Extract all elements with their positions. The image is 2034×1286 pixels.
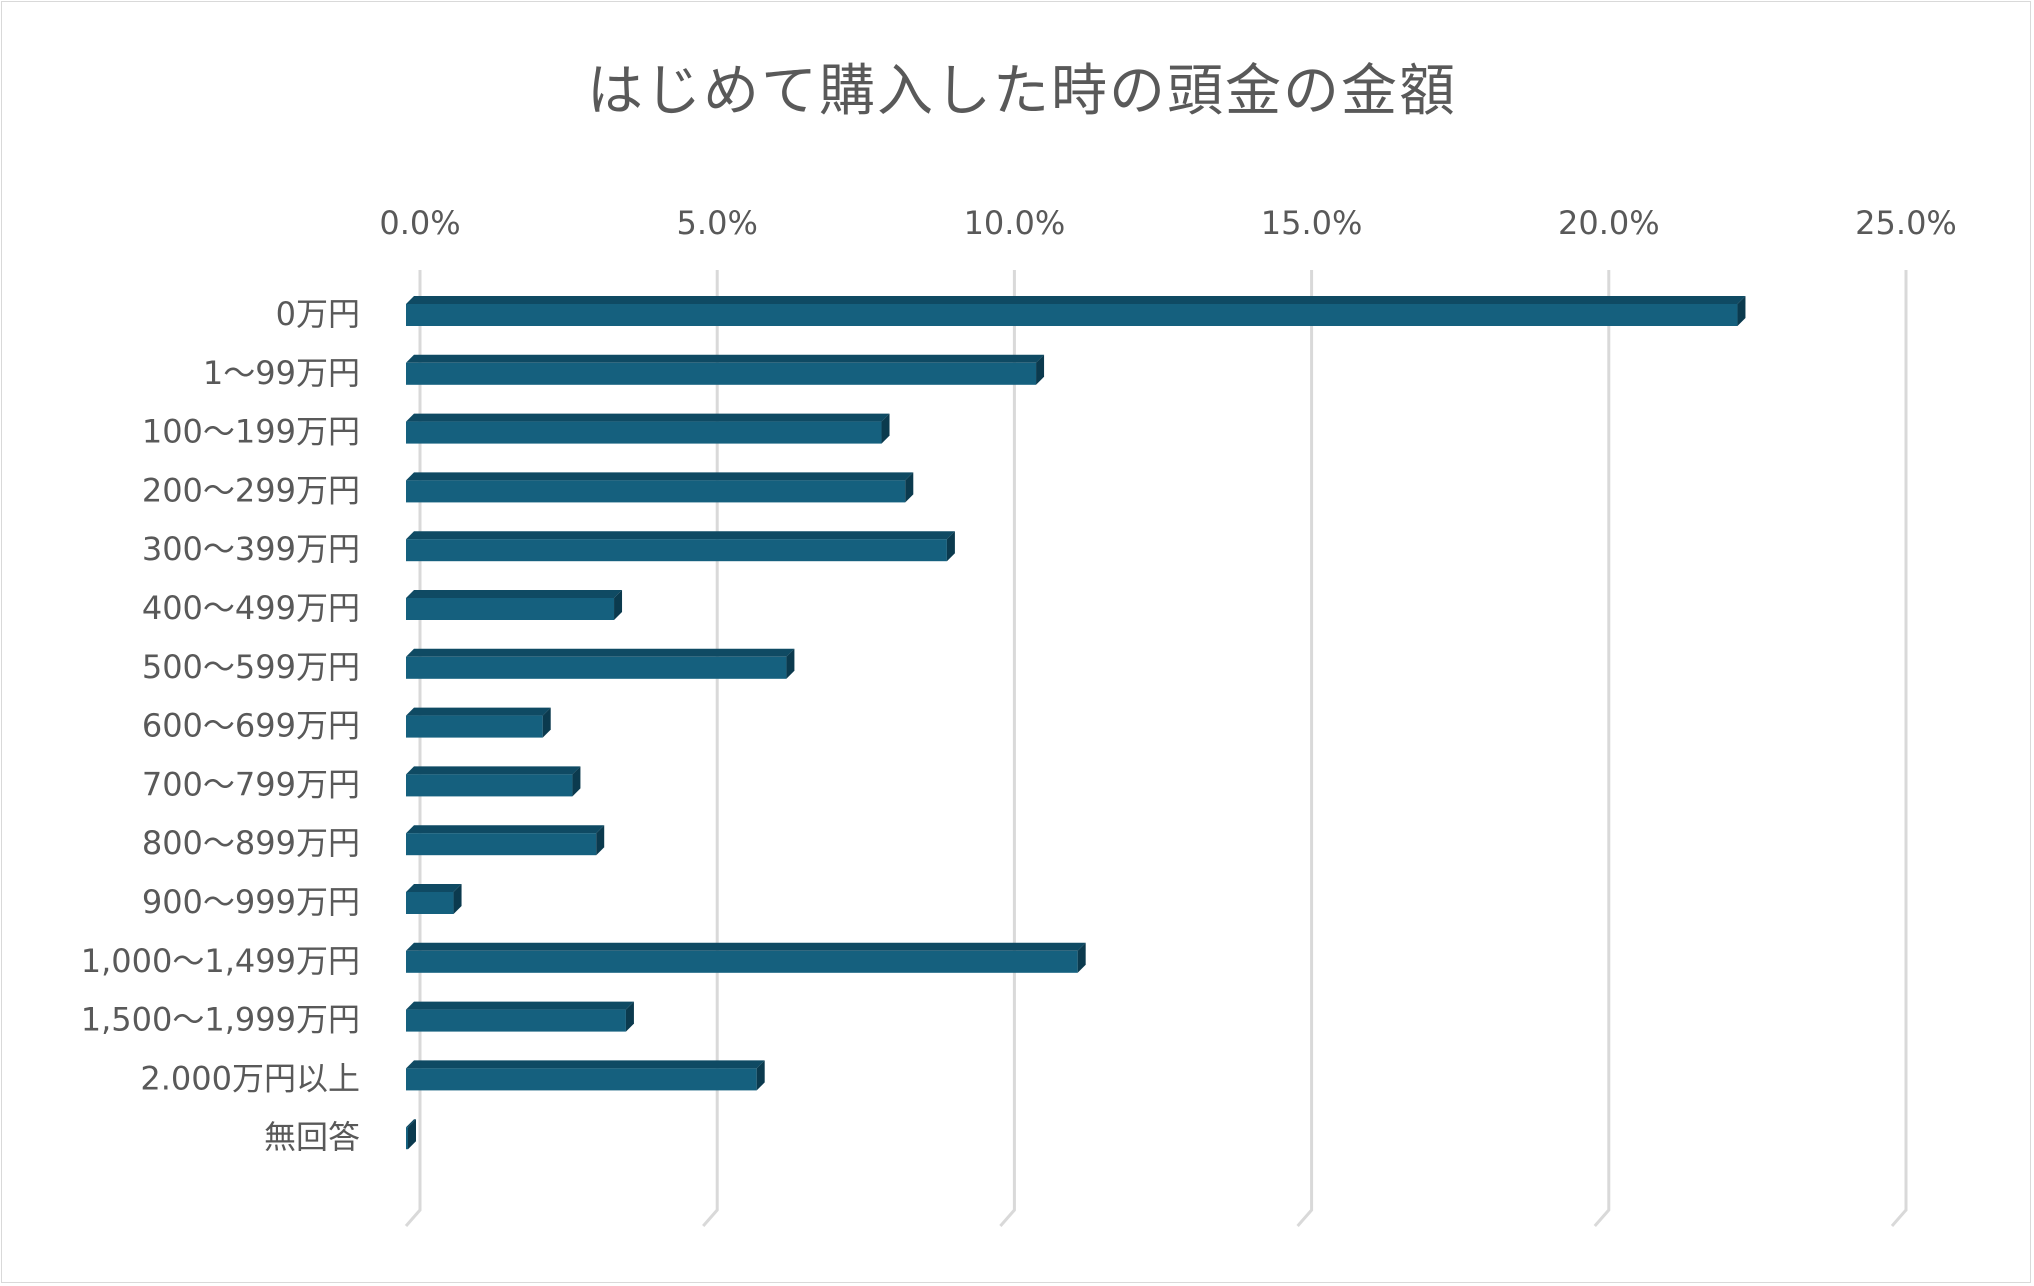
bar-top-face bbox=[406, 884, 462, 892]
category-label: 200～299万円 bbox=[142, 471, 360, 509]
category-label: 600～699万円 bbox=[142, 707, 360, 745]
category-labels: 0万円 1～99万円 100～199万円 200～299万円 300～399万円 400～… bbox=[81, 295, 360, 1156]
bar-front-face bbox=[406, 598, 615, 620]
bar-front-face bbox=[406, 892, 454, 914]
bar-top-face bbox=[406, 590, 623, 598]
category-label: 900～999万円 bbox=[142, 883, 360, 921]
bar-front-face bbox=[406, 1009, 626, 1032]
gridline bbox=[702, 270, 719, 1227]
bar bbox=[406, 884, 462, 914]
x-tick-label: 5.0% bbox=[677, 204, 758, 242]
bar-side-face bbox=[786, 648, 795, 679]
x-axis-tick-labels: 0.0% 5.0% 10.0% 15.0% 20.0% 25.0% bbox=[379, 204, 1956, 242]
gridline bbox=[1296, 270, 1314, 1227]
bar-top-face bbox=[406, 354, 1045, 363]
bar-side-face bbox=[1036, 354, 1045, 385]
bars bbox=[406, 296, 1746, 1150]
bar bbox=[406, 707, 551, 738]
bar-side-face bbox=[1077, 942, 1086, 973]
bar-front-face bbox=[406, 362, 1037, 385]
category-label: 1,000～1,499万円 bbox=[81, 942, 360, 980]
bar-side-face bbox=[453, 884, 462, 914]
bar bbox=[406, 590, 623, 620]
gridline bbox=[1593, 270, 1611, 1227]
bar-top-face bbox=[406, 942, 1086, 951]
bar-top-face bbox=[406, 1060, 765, 1069]
bar-front-face bbox=[406, 304, 1738, 326]
category-label: 400～499万円 bbox=[142, 589, 360, 627]
bar-front-face bbox=[406, 950, 1078, 973]
bar-front-face bbox=[406, 480, 906, 503]
bar-top-face bbox=[406, 825, 605, 834]
gridline bbox=[999, 270, 1016, 1227]
category-label: 2.000万円以上 bbox=[140, 1059, 360, 1097]
category-label: 500～599万円 bbox=[142, 648, 360, 686]
category-label: 1～99万円 bbox=[203, 354, 360, 392]
bar-side-face bbox=[756, 1060, 765, 1091]
bar-top-face bbox=[406, 1119, 416, 1128]
bar-front-face bbox=[406, 774, 573, 797]
bar-side-face bbox=[881, 413, 890, 444]
bar-top-face bbox=[406, 413, 890, 422]
category-label: 300～399万円 bbox=[142, 530, 360, 568]
bar-front-face bbox=[406, 833, 597, 856]
chart-title: はじめて購入した時の頭金の金額 bbox=[587, 59, 1457, 124]
x-tick-label: 10.0% bbox=[964, 204, 1066, 242]
bar-top-face bbox=[406, 1001, 634, 1010]
bar bbox=[406, 825, 605, 856]
bar bbox=[406, 1001, 634, 1032]
bar bbox=[406, 942, 1086, 973]
bar-top-face bbox=[406, 707, 551, 716]
bar-side-face bbox=[542, 707, 551, 738]
gridline bbox=[404, 270, 422, 1227]
x-tick-label: 0.0% bbox=[379, 204, 460, 242]
bar bbox=[406, 354, 1045, 385]
bar-top-face bbox=[406, 531, 955, 540]
category-label: 100～199万円 bbox=[142, 413, 360, 451]
bar bbox=[406, 1060, 765, 1091]
bar bbox=[406, 413, 890, 444]
bar-side-face bbox=[614, 590, 623, 620]
bar bbox=[406, 472, 914, 503]
category-label: 0万円 bbox=[276, 295, 360, 333]
bar bbox=[406, 648, 795, 679]
gridline bbox=[1890, 270, 1908, 1227]
bar bbox=[406, 531, 955, 562]
bar-side-face bbox=[572, 766, 581, 797]
bar bbox=[406, 296, 1746, 326]
category-label: 800～899万円 bbox=[142, 824, 360, 862]
bar-top-face bbox=[406, 648, 795, 657]
bar-side-face bbox=[596, 825, 605, 856]
bar-front-face bbox=[406, 539, 947, 562]
gridlines bbox=[404, 270, 1908, 1227]
category-label: 700～799万円 bbox=[142, 765, 360, 803]
bar-top-face bbox=[406, 472, 914, 481]
bar-side-face bbox=[946, 531, 955, 562]
bar-front-face bbox=[406, 656, 787, 679]
bar-side-face bbox=[408, 1119, 416, 1150]
bar bbox=[406, 766, 581, 797]
category-label: 無回答 bbox=[264, 1118, 360, 1156]
bar bbox=[406, 1119, 416, 1150]
bar-front-face bbox=[406, 1127, 408, 1150]
bar-side-face bbox=[905, 472, 914, 503]
x-tick-label: 20.0% bbox=[1558, 204, 1660, 242]
bar-top-face bbox=[406, 766, 581, 775]
bar-top-face bbox=[406, 296, 1746, 304]
bar-front-face bbox=[406, 421, 882, 444]
x-tick-label: 15.0% bbox=[1261, 204, 1363, 242]
category-label: 1,500～1,999万円 bbox=[81, 1001, 360, 1039]
bar-front-face bbox=[406, 715, 543, 738]
bar-front-face bbox=[406, 1068, 757, 1091]
bar-side-face bbox=[625, 1001, 634, 1032]
x-tick-label: 25.0% bbox=[1855, 204, 1957, 242]
bar-side-face bbox=[1737, 296, 1746, 326]
